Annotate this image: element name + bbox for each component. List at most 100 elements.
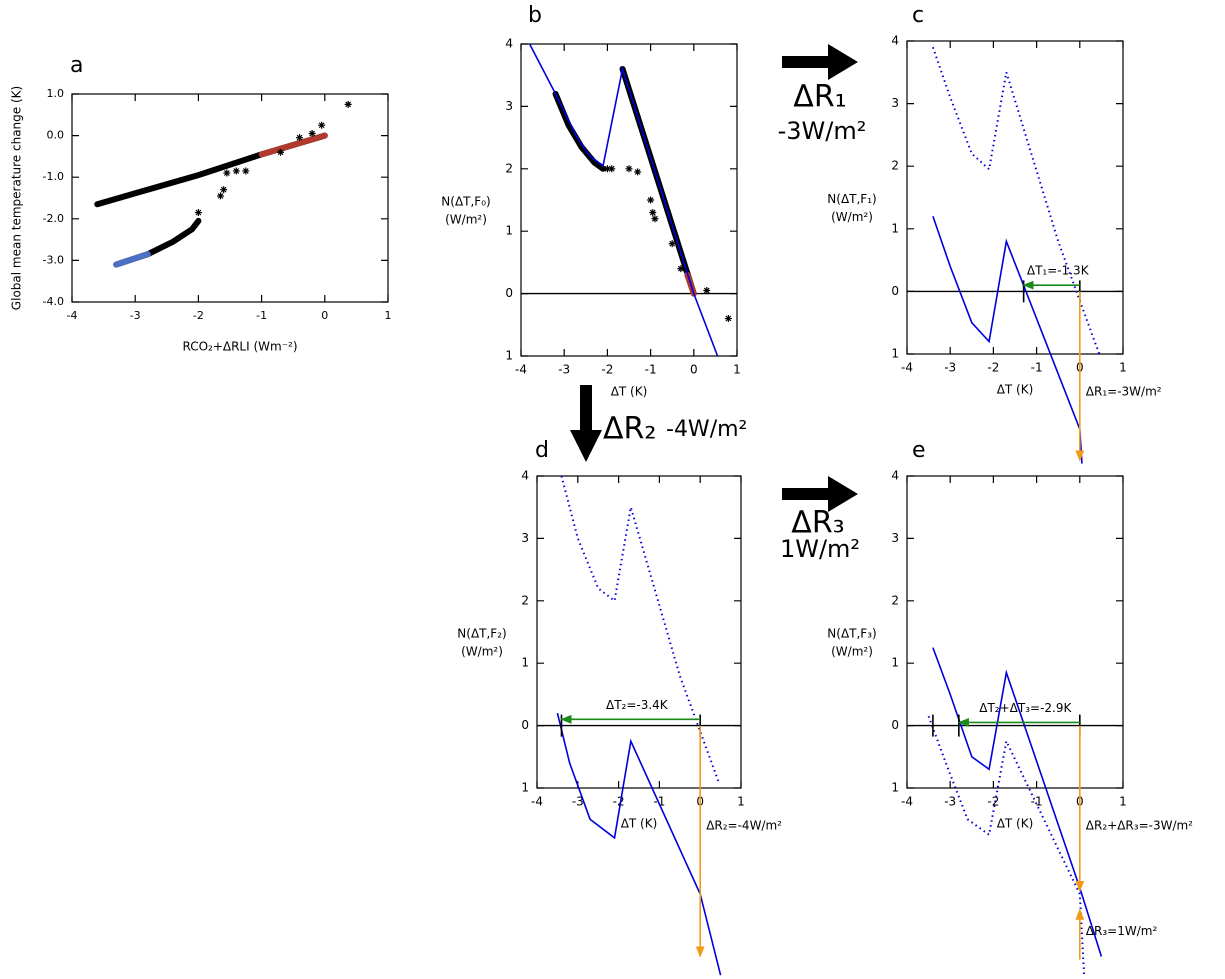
y-tick-label: 1 (891, 221, 899, 235)
x-tick-label: 0 (690, 363, 698, 377)
star-point (296, 134, 304, 142)
y-tick-label: 1 (891, 656, 899, 670)
y-tick-label: 4 (521, 469, 529, 483)
arrow-label: ΔR₂=-4W/m² (706, 819, 782, 833)
y-tick-label: 1 (521, 781, 529, 795)
y-tick-label: -3.0 (43, 253, 64, 266)
transition-name: ΔR₃ (791, 506, 844, 541)
y-axis-label: (W/m²) (831, 210, 873, 224)
x-tick-label: 1 (733, 363, 741, 377)
y-tick-label: 0 (891, 284, 899, 298)
star-point (677, 265, 685, 273)
y-tick-label: 0.0 (47, 129, 65, 142)
y-tick-label: -1.0 (43, 170, 64, 183)
y-tick-label: 0 (891, 718, 899, 732)
star-point (608, 165, 616, 173)
x-tick-label: 1 (385, 309, 392, 322)
y-axis-label: N(ΔT,F₁) (827, 192, 876, 206)
x-tick-label: -3 (944, 361, 956, 375)
transition-amount: 1W/m² (780, 535, 860, 563)
star-point (647, 196, 655, 204)
y-tick-label: 1.0 (47, 87, 65, 100)
panel-letter: d (535, 438, 549, 463)
y-tick-label: 3 (891, 96, 899, 110)
arrow-label: ΔR₁=-3W/m² (1086, 385, 1162, 399)
y-tick-label: 2 (505, 161, 513, 175)
arrow-label: ΔT₁=-1.3K (1027, 264, 1090, 278)
star-point (651, 215, 659, 223)
star-point (318, 121, 326, 129)
y-tick-label: 4 (891, 469, 899, 483)
axes-frame (536, 475, 742, 789)
star-point (625, 165, 633, 173)
axes-frame (906, 475, 1124, 789)
big-arrow (782, 44, 858, 80)
x-axis-label: ΔT (K) (621, 817, 658, 831)
x-tick-label: -2 (613, 795, 625, 809)
x-tick-label: -4 (901, 361, 913, 375)
arrow-label: ΔR₂+ΔR₃=-3W/m² (1086, 819, 1193, 833)
panel-letter: e (912, 438, 926, 463)
data-line (552, 90, 607, 172)
x-tick-label: -2 (987, 361, 999, 375)
x-tick-label: -3 (572, 795, 584, 809)
y-tick-label: 4 (891, 34, 899, 48)
y-tick-label: 2 (891, 159, 899, 173)
x-tick-label: -2 (193, 309, 204, 322)
star-point (223, 169, 231, 177)
y-tick-label: 1 (891, 781, 899, 795)
y-axis-label: N(ΔT,F₂) (457, 627, 506, 641)
star-point (277, 148, 285, 156)
data-line (528, 43, 719, 357)
x-tick-label: -4 (515, 363, 527, 377)
panel-letter: c (912, 3, 924, 28)
y-axis-label: N(ΔT,F₃) (827, 627, 876, 641)
x-tick-label: 1 (1119, 361, 1127, 375)
y-axis-label: (W/m²) (445, 213, 487, 227)
star-point (634, 168, 642, 176)
x-tick-label: -1 (653, 795, 665, 809)
arrow-label: ΔR₃=1W/m² (1086, 924, 1158, 938)
big-arrow (782, 476, 858, 512)
star-point (724, 315, 732, 323)
x-axis-label: ΔT (K) (997, 383, 1034, 397)
x-tick-label: -1 (256, 309, 267, 322)
star-point (649, 208, 657, 216)
arrow-label: ΔT₂=-3.4K (606, 698, 669, 712)
y-tick-label: -4.0 (43, 295, 64, 308)
axes-frame (906, 40, 1124, 355)
big-arrow (570, 385, 602, 462)
y-tick-label: 1 (521, 656, 529, 670)
y-axis-label: N(ΔT,F₀) (441, 195, 490, 209)
x-axis-label: ΔT (K) (997, 817, 1034, 831)
x-tick-label: -3 (944, 795, 956, 809)
data-line (556, 712, 722, 976)
y-axis-label: (W/m²) (461, 645, 503, 659)
star-point (220, 186, 228, 194)
y-tick-label: 3 (891, 531, 899, 545)
transition-amount: -4W/m² (666, 417, 747, 442)
star-point (308, 130, 316, 138)
star-point (194, 209, 202, 217)
axes-frame (71, 93, 389, 303)
star-point (703, 286, 711, 294)
data-line (927, 715, 1086, 976)
star-point (603, 165, 611, 173)
data-line (560, 475, 720, 783)
transition-name: ΔR₁ (793, 80, 846, 115)
axes-frame (520, 43, 738, 357)
y-tick-label: -2.0 (43, 212, 64, 225)
x-tick-label: 1 (1119, 795, 1127, 809)
transition-name: ΔR₂ (603, 412, 656, 447)
star-point (668, 240, 676, 248)
data-line (931, 46, 1101, 355)
x-tick-label: 0 (321, 309, 328, 322)
x-tick-label: -4 (67, 309, 78, 322)
x-tick-label: -2 (601, 363, 613, 377)
y-tick-label: 2 (521, 593, 529, 607)
y-tick-label: 1 (505, 224, 513, 238)
arrow-label: ΔT₂+ΔT₃=-2.9K (979, 701, 1072, 715)
transition-arrows (570, 44, 858, 512)
data-line (932, 216, 1083, 464)
